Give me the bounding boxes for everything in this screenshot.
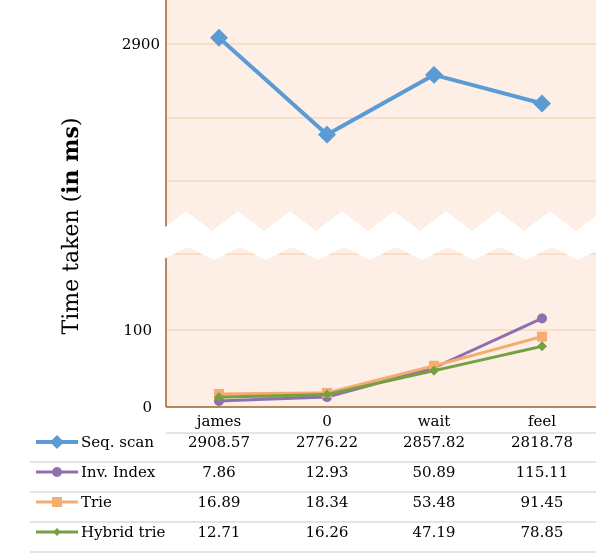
- legend-series-name: Trie: [81, 493, 112, 511]
- x-category-label: wait: [418, 412, 451, 430]
- legend-series-name: Inv. Index: [81, 463, 156, 481]
- data-point-0-1: [318, 125, 336, 144]
- table-cell-value: 47.19: [413, 523, 456, 541]
- legend-key-marker: [50, 435, 64, 449]
- y-axis-label-part2: ): [59, 118, 84, 127]
- y-axis-label: Time taken (in ms): [58, 118, 84, 335]
- series-layer: [210, 28, 551, 406]
- legend-series-name: Seq. scan: [81, 433, 154, 451]
- data-point-0-0: [210, 28, 228, 47]
- series-line-2: [218, 335, 543, 396]
- table-cell-value: 18.34: [306, 493, 349, 511]
- y-tick-2900: 2900: [122, 35, 160, 53]
- legend-key-marker: [52, 497, 62, 507]
- legend-key-marker: [52, 467, 62, 477]
- data-point-3-1: [322, 389, 332, 400]
- data-table: james 0 wait feel Seq. scan 2908.57 2776.22 285…: [30, 412, 596, 553]
- data-point-3-2: [429, 365, 439, 376]
- table-cell-value: 50.89: [413, 463, 456, 481]
- table-cell-value: 115.11: [516, 463, 569, 481]
- legend-series-name: Hybrid trie: [81, 523, 165, 541]
- data-point-1-3: [537, 313, 547, 324]
- table-cell-value: 16.89: [198, 493, 241, 511]
- y-axis-label-part1: Time taken (: [59, 194, 84, 335]
- series-line-0: [217, 36, 543, 137]
- x-category-label: 0: [322, 412, 332, 430]
- data-point-0-3: [533, 94, 551, 113]
- table-cell-value: 53.48: [413, 493, 456, 511]
- table-cell-value: 91.45: [521, 493, 564, 511]
- legend-key-marker: [53, 528, 61, 536]
- data-point-3-3: [537, 341, 547, 352]
- data-point-3-0: [214, 392, 224, 403]
- x-category-label: james: [195, 412, 241, 430]
- y-tick-100: 100: [123, 321, 152, 339]
- data-point-0-2: [425, 65, 443, 84]
- table-cell-value: 78.85: [521, 523, 564, 541]
- plot-area: [166, 0, 596, 407]
- y-tick-0: 0: [142, 398, 152, 416]
- table-cell-value: 7.86: [202, 463, 235, 481]
- table-cell-value: 12.93: [306, 463, 349, 481]
- x-category-label: feel: [528, 412, 556, 430]
- table-cell-value: 2857.82: [403, 433, 465, 451]
- table-cell-value: 12.71: [198, 523, 241, 541]
- series-line-3: [218, 344, 543, 399]
- table-cell-value: 2908.57: [188, 433, 250, 451]
- axis-break-band: [160, 211, 604, 260]
- y-axis-label-bold: in ms: [58, 126, 84, 194]
- data-point-2-3: [537, 331, 547, 342]
- table-cell-value: 2818.78: [511, 433, 573, 451]
- table-cell-value: 16.26: [306, 523, 349, 541]
- table-cell-value: 2776.22: [296, 433, 358, 451]
